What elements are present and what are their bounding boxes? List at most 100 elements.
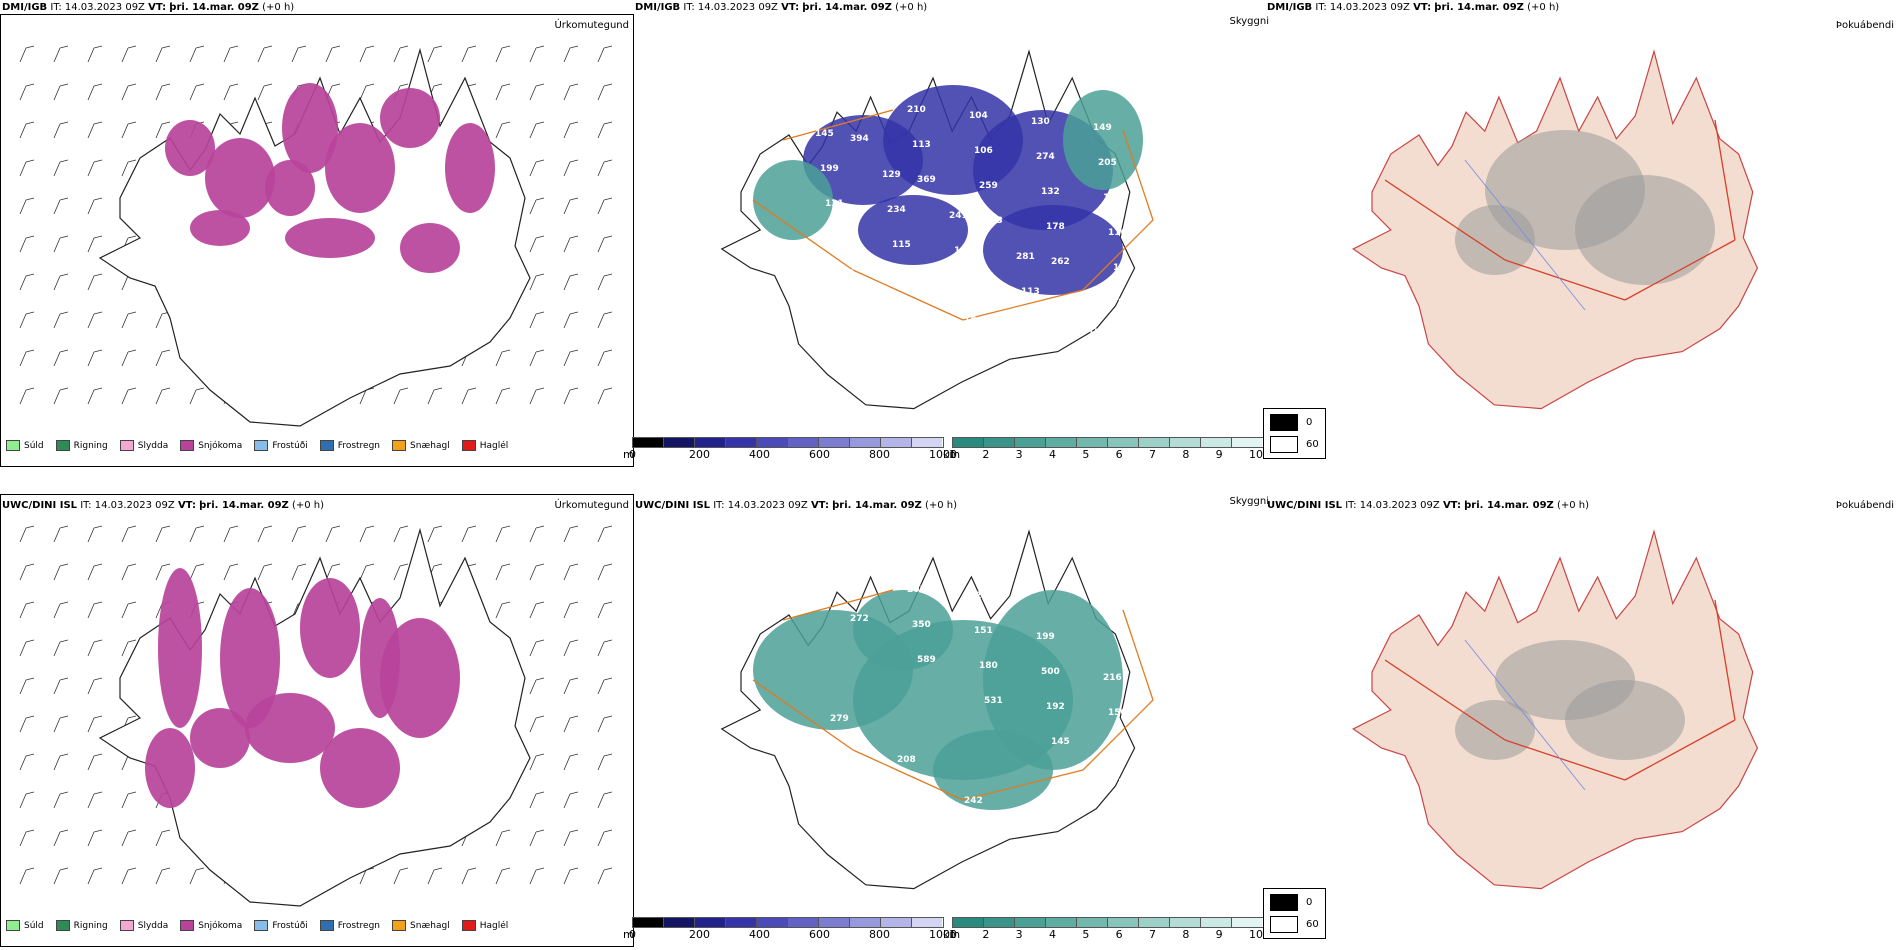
wind-barb: [19, 45, 35, 63]
lead-time: (+0 h): [262, 2, 295, 13]
colorbar-cell: [725, 437, 758, 448]
ceiling-label: 274: [1036, 152, 1055, 162]
colorbar-cell: [911, 917, 944, 928]
legend-swatch: [392, 440, 407, 451]
init-time: 14.03.2023 09Z: [64, 2, 145, 13]
ceiling-label: 151: [974, 626, 993, 636]
wind-barb: [155, 121, 171, 139]
river-line: [1464, 639, 1586, 791]
legend-label: Snjókoma: [198, 920, 243, 931]
init-time: 14.03.2023 09Z: [727, 500, 808, 511]
colorbar-cell: [1200, 437, 1233, 448]
legend-item: Snjókoma: [180, 920, 242, 931]
legend-label: Rigning: [73, 920, 108, 931]
wind-barb: [529, 349, 545, 367]
wind-barb: [155, 45, 171, 63]
wind-barb: [121, 525, 137, 543]
wind-barb: [223, 45, 239, 63]
wind-barb: [495, 45, 511, 63]
wind-barb: [597, 791, 613, 809]
colorbar-cell: [632, 437, 665, 448]
wind-barb: [121, 563, 137, 581]
ceiling-label: 299: [835, 749, 854, 759]
ceiling-label: 154: [964, 316, 983, 326]
road-line: [1624, 719, 1736, 781]
colorbar-cell: [911, 437, 944, 448]
legend-swatch: [119, 920, 134, 931]
wind-barb: [19, 387, 35, 405]
visibility-area: [933, 730, 1053, 810]
legend-item: Haglél: [461, 440, 508, 451]
ceiling-label: 115: [892, 240, 911, 250]
wind-barb: [495, 829, 511, 847]
wind-barb: [359, 45, 375, 63]
snowfall-area: [220, 588, 280, 728]
wind-barb: [427, 387, 443, 405]
ceiling-label: 178: [1118, 778, 1137, 788]
wind-barb: [155, 867, 171, 885]
wind-barb: [597, 235, 613, 253]
visibility_bar-tick: 1: [949, 448, 956, 461]
wind-barb: [155, 349, 171, 367]
wind-barb: [393, 387, 409, 405]
legend-swatch: [461, 440, 476, 451]
panel-title: Úrkomutegund: [554, 500, 629, 511]
precip-frame: [0, 494, 634, 947]
cloud-panel-bottom: UWC/DINI ISL IT: 14.03.2023 09Z VT: þri.…: [623, 480, 1326, 950]
ceiling-label: 113: [1021, 287, 1040, 297]
ceiling-label: 210: [907, 105, 926, 115]
legend-swatch: [55, 440, 70, 451]
ceiling_bar-tick: 1000: [929, 928, 957, 941]
ceiling-label: 180: [979, 661, 998, 671]
wind-barb: [19, 273, 35, 291]
ceiling_bar-tick: 200: [689, 928, 710, 941]
road-line: [962, 769, 1084, 801]
road-line: [1122, 609, 1154, 701]
it-label: IT:: [50, 2, 62, 13]
wind-barb: [87, 121, 103, 139]
legend-swatch: [319, 920, 334, 931]
visibility-area: [853, 590, 953, 670]
snowfall-area: [285, 218, 375, 258]
ceiling-label: 394: [850, 134, 869, 144]
visibility_bar-tick: 10: [1249, 448, 1263, 461]
wind-barb: [87, 83, 103, 101]
legend-swatch: [254, 920, 269, 931]
wind-barb: [155, 525, 171, 543]
wind-barb: [53, 121, 69, 139]
road-line: [1624, 239, 1736, 301]
wind-barb: [19, 563, 35, 581]
snowfall-area: [165, 120, 215, 176]
snowfall-area: [205, 138, 275, 218]
visibility_bar-tick: 1: [949, 928, 956, 941]
colorbar-cell: [1076, 437, 1109, 448]
ceiling-label: 145: [815, 129, 834, 139]
wind-barb: [563, 273, 579, 291]
wind-barb: [529, 829, 545, 847]
wind-barb: [19, 867, 35, 885]
wind-barb: [53, 273, 69, 291]
ceiling-label: 108: [1113, 263, 1132, 273]
snowfall-area: [265, 160, 315, 216]
wind-barb: [53, 791, 69, 809]
wind-barb: [121, 159, 137, 177]
wind-barb: [19, 677, 35, 695]
precip-legend: Súld Rigning Slydda Snjókoma Frostúði Frostre…: [6, 920, 508, 931]
legend-label: Frostúði: [272, 440, 308, 451]
wind-barb: [87, 639, 103, 657]
wind-barb: [563, 867, 579, 885]
colorbar-cell: [787, 917, 820, 928]
ceiling-label: 216: [1103, 673, 1122, 683]
precip-legend: Súld Rigning Slydda Snjókoma Frostúði Frostre…: [6, 440, 508, 451]
model-name: DMI/IGB: [635, 2, 681, 13]
wind-barb: [393, 867, 409, 885]
legend-item: Rigning: [55, 920, 108, 931]
legend-label: Slydda: [137, 920, 169, 931]
road-line: [782, 109, 894, 141]
colorbar-cell: [849, 437, 882, 448]
init-time: 14.03.2023 09Z: [1329, 2, 1410, 13]
road-line: [1714, 119, 1736, 241]
legend-swatch: [180, 920, 195, 931]
wind-barb: [53, 311, 69, 329]
colorbar-cell: [849, 917, 882, 928]
